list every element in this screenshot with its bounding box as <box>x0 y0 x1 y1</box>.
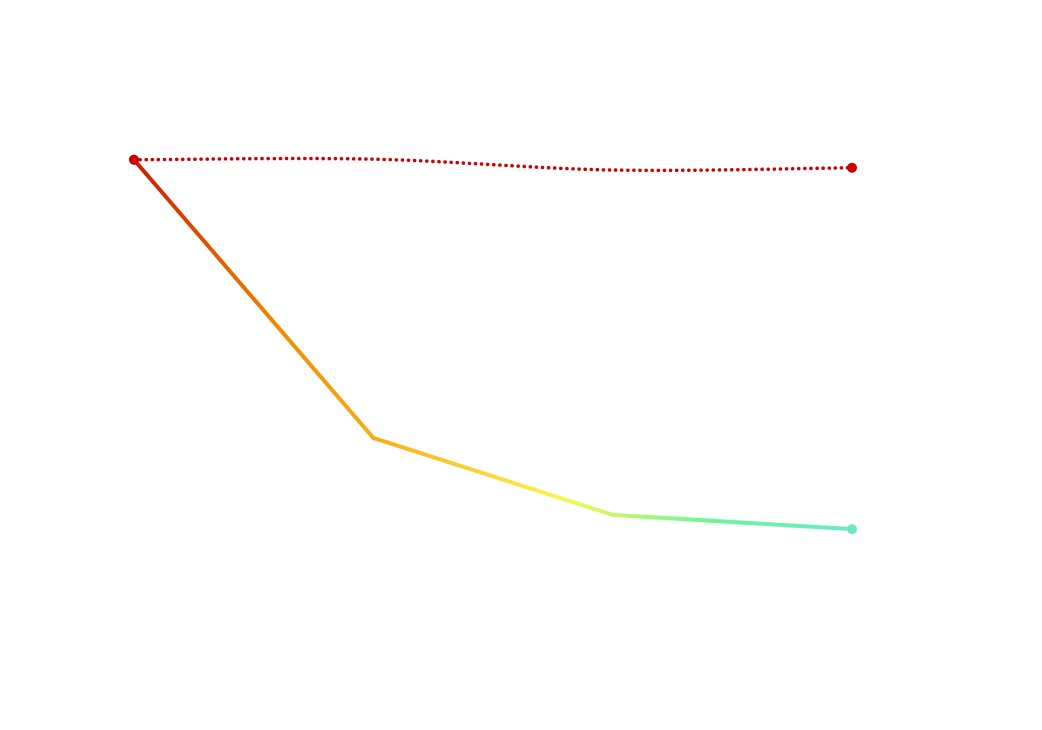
line-marker <box>847 162 857 173</box>
line-series <box>132 157 854 532</box>
line-series <box>132 156 854 173</box>
line-marker <box>129 154 139 165</box>
line-marker <box>847 524 857 535</box>
